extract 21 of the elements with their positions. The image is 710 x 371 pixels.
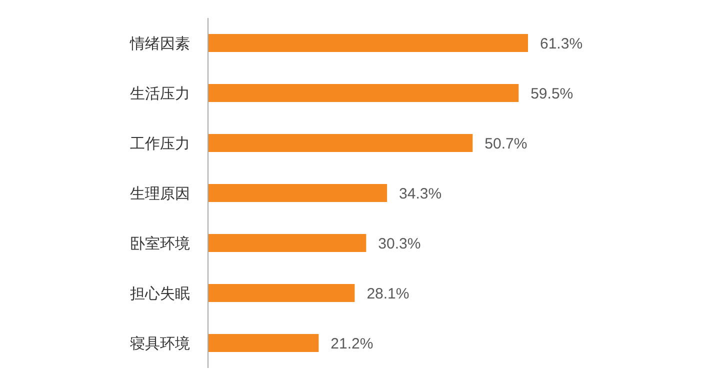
data-label: 30.3%	[378, 235, 421, 252]
y-tick-label: 工作压力	[130, 135, 190, 152]
bar	[208, 334, 319, 352]
bar	[208, 34, 528, 52]
bar	[208, 184, 388, 202]
bar	[208, 84, 519, 102]
bar	[208, 284, 355, 302]
data-label: 61.3%	[540, 35, 583, 52]
data-label: 59.5%	[530, 85, 574, 102]
data-label: 21.2%	[330, 335, 374, 352]
data-label: 28.1%	[366, 285, 410, 302]
y-tick-label: 情绪因素	[129, 35, 190, 52]
y-tick-label: 寝具环境	[130, 335, 190, 352]
y-tick-label: 生活压力	[130, 85, 190, 102]
y-tick-label: 担心失眠	[130, 285, 190, 302]
y-tick-label: 生理原因	[130, 185, 190, 202]
bar	[208, 134, 473, 152]
y-tick-label: 卧室环境	[130, 235, 190, 252]
data-label: 50.7%	[484, 135, 528, 152]
data-label: 34.3%	[399, 185, 442, 202]
bar	[208, 234, 366, 252]
